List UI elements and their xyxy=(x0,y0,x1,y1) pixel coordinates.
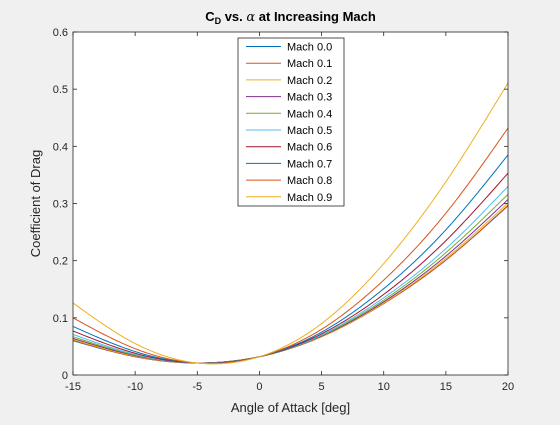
series-layer xyxy=(72,82,509,365)
series-line-9 xyxy=(72,82,509,365)
y-tick-label: 0.6 xyxy=(53,27,68,39)
y-tick-label: 0.5 xyxy=(53,84,68,96)
y-tick-label: 0.2 xyxy=(53,256,68,268)
legend-label: Mach 0.7 xyxy=(287,158,332,170)
y-tick-label: 0.3 xyxy=(53,199,68,211)
y-axis-label: Coefficient of Drag xyxy=(28,150,43,257)
legend-label: Mach 0.2 xyxy=(287,75,332,87)
legend-label: Mach 0.3 xyxy=(287,92,332,104)
ticks-layer: -15 -10 -5 0 5 10 15 20 0 0.1 0.2 0.3 0.4 0.5 0.6 xyxy=(53,27,514,393)
legend-label: Mach 0.6 xyxy=(287,142,332,154)
x-tick-label: 10 xyxy=(378,381,390,393)
legend-label: Mach 0.8 xyxy=(287,175,332,187)
legend-label: Mach 0.1 xyxy=(287,58,332,70)
y-tick-label: 0.4 xyxy=(53,141,68,153)
legend-label: Mach 0.9 xyxy=(287,192,332,204)
x-tick-label: 0 xyxy=(256,381,262,393)
legend-items: Mach 0.0 Mach 0.1 Mach 0.2 Mach 0.3 Mach 0.4… xyxy=(246,42,332,204)
series-line-6 xyxy=(72,172,509,364)
y-tick-label: 0.1 xyxy=(53,313,68,325)
x-tick-label: 5 xyxy=(319,381,325,393)
x-tick-label: 20 xyxy=(502,381,514,393)
chart-title: CD vs. α at Increasing Mach xyxy=(205,9,376,26)
series-line-7 xyxy=(72,154,509,364)
legend-box xyxy=(237,37,345,207)
legend-label: Mach 0.0 xyxy=(287,42,332,54)
x-tick-label: -15 xyxy=(65,381,81,393)
legend-label: Mach 0.5 xyxy=(287,125,332,137)
x-axis-label: Angle of Attack [deg] xyxy=(231,400,350,415)
series-line-8 xyxy=(72,127,509,364)
legend-label: Mach 0.4 xyxy=(287,108,332,120)
x-tick-label: 15 xyxy=(440,381,452,393)
x-tick-label: -5 xyxy=(192,381,202,393)
x-tick-label: -10 xyxy=(127,381,143,393)
y-tick-label: 0 xyxy=(62,370,68,382)
legend: Mach 0.0 Mach 0.1 Mach 0.2 Mach 0.3 Mach 0.4… xyxy=(237,37,345,207)
